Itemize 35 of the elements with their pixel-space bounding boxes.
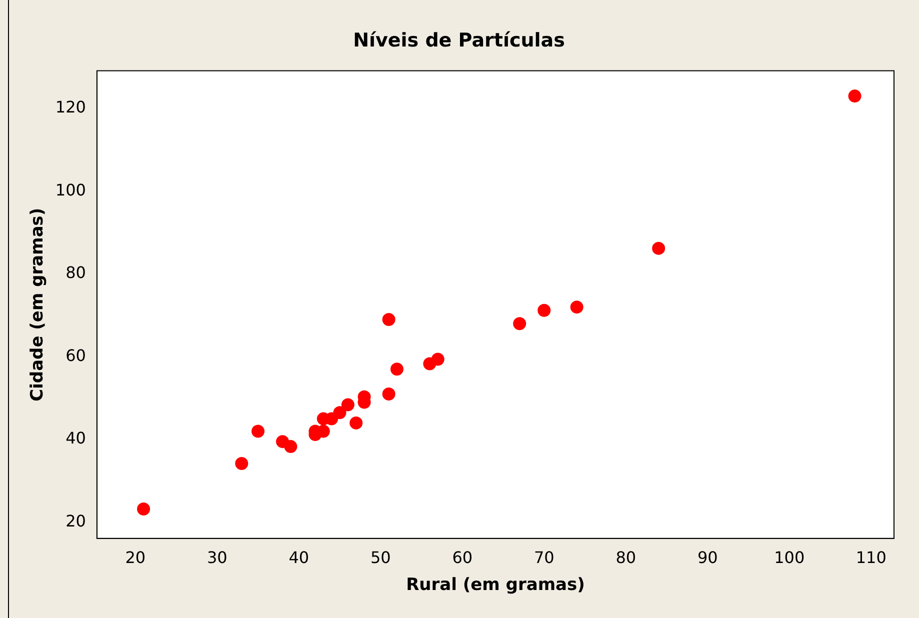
- point: [284, 440, 298, 454]
- y-tick-label: 40: [66, 428, 86, 448]
- point: [538, 304, 551, 317]
- point: [382, 387, 396, 400]
- y-tick-label: 120: [55, 98, 86, 117]
- x-tick-label: 110: [856, 548, 886, 568]
- point: [341, 398, 354, 412]
- x-tick-label: 60: [452, 548, 473, 568]
- point: [333, 406, 346, 420]
- x-tick-label: 40: [288, 548, 310, 568]
- point: [848, 90, 862, 103]
- x-tick-label: 80: [616, 548, 636, 568]
- y-tick-label: 100: [55, 180, 86, 200]
- y-tick-label: 20: [66, 511, 86, 530]
- point: [350, 416, 363, 430]
- point: [652, 242, 666, 255]
- x-tick-label: 90: [697, 548, 718, 568]
- x-tick-label: 100: [774, 548, 805, 568]
- point: [382, 312, 396, 326]
- y-tick-label: 80: [66, 263, 86, 282]
- point: [570, 300, 584, 314]
- y-axis-title: Cidade (em gramas): [28, 208, 48, 402]
- y-tick-label: 60: [66, 346, 86, 365]
- x-tick-label: 30: [206, 548, 228, 568]
- x-axis-title: Rural (em gramas): [406, 575, 585, 596]
- x-tick-label: 50: [370, 548, 391, 568]
- point: [513, 317, 526, 330]
- point: [431, 352, 444, 366]
- point: [390, 362, 404, 376]
- x-tick-label: 70: [534, 548, 554, 568]
- x-tick-label: 20: [125, 548, 146, 568]
- point: [137, 502, 150, 516]
- point: [235, 457, 248, 470]
- point: [251, 424, 264, 438]
- chart-title: Níveis de Partículas: [353, 29, 565, 52]
